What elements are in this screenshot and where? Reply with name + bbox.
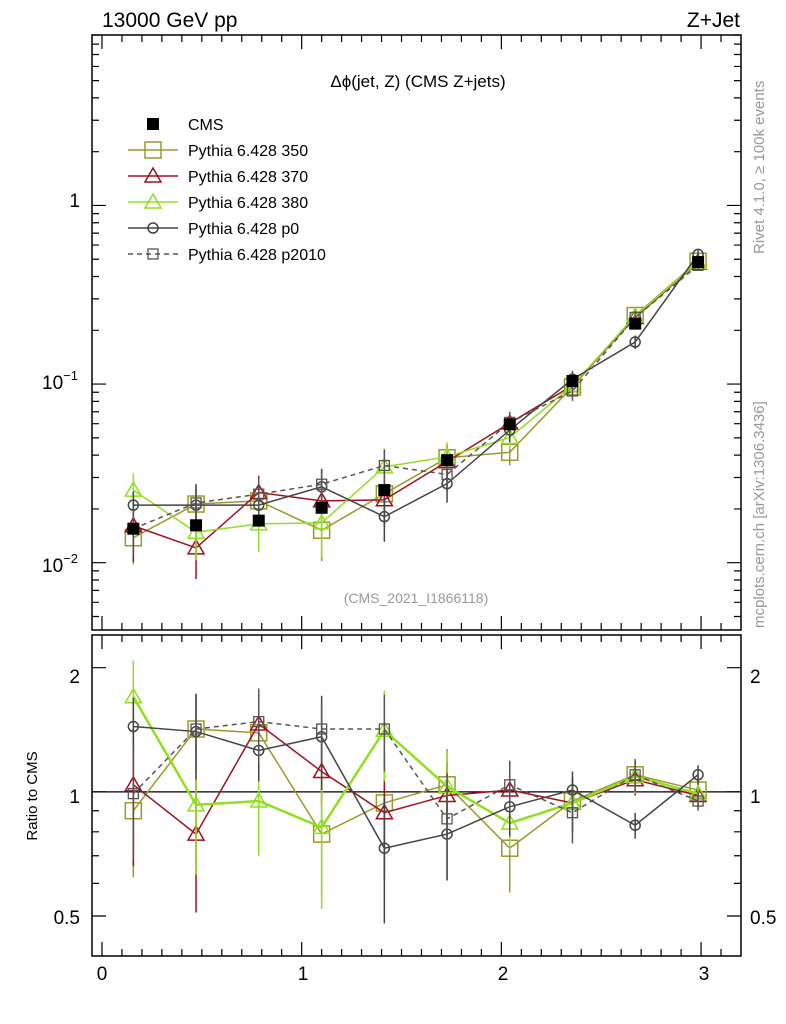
series-4-point-3 [315, 478, 328, 490]
ratio-plot-area [124, 660, 708, 924]
series-2-point-6 [500, 428, 520, 445]
cms-data-point-4 [378, 484, 391, 497]
tick-marks [92, 34, 741, 956]
ratio-2-point-2 [249, 791, 269, 808]
legend-label-350: Pythia 6.428 350 [188, 143, 308, 160]
y-tick-ratio-2-left: 2 [69, 667, 80, 688]
series-4-point-2 [253, 488, 265, 500]
ratio-2-point-1 [186, 795, 206, 812]
legend-label-380: Pythia 6.428 380 [188, 195, 308, 212]
ratio-ylabel: Ratio to CMS [24, 751, 41, 840]
ratio-3-point-9 [692, 769, 704, 781]
ratio-4-point-4 [378, 723, 390, 735]
y-tick-ratio-1-left: 1 [69, 787, 80, 808]
legend-label-p0: Pythia 6.428 p0 [188, 221, 299, 238]
series-line-2 [132, 261, 699, 534]
ratio-4-point-1 [190, 723, 202, 735]
ratio-4-point-7 [566, 807, 579, 819]
ratio-panel-frame [91, 634, 742, 957]
series-2-point-1 [186, 522, 206, 540]
series-4-point-5 [441, 468, 453, 481]
cms-data-point-9 [692, 256, 705, 269]
series-4-point-4 [378, 459, 390, 472]
cms-data-point-0 [127, 522, 140, 535]
legend-marks [128, 118, 178, 260]
ratio-3-point-4 [378, 842, 391, 854]
ratio-line-2 [132, 696, 699, 829]
ratio-4-point-3 [315, 723, 328, 735]
x-tick-1: 1 [298, 964, 309, 985]
legend-marker-3 [147, 222, 159, 234]
series-3-point-8 [629, 336, 641, 348]
header-left: 13000 GeV pp [102, 9, 237, 32]
legend-marker-cms [147, 118, 159, 130]
y-tick-ratio-0.5-left: 0.5 [54, 908, 80, 929]
plot-title: Δϕ(jet, Z) (CMS Z+jets) [330, 72, 505, 91]
y-tick-main-0.1: 10−1 [42, 368, 78, 394]
legend-label-370: Pythia 6.428 370 [188, 169, 308, 186]
cms-data-point-2 [252, 514, 265, 527]
ratio-2-point-3 [312, 817, 331, 835]
ratio-line-1 [132, 722, 699, 836]
ratio-3-point-8 [629, 819, 641, 831]
y-tick-ratio-2-right: 2 [750, 667, 761, 688]
y-tick-main-0.01: 10−2 [42, 551, 78, 577]
cms-data-point-8 [629, 317, 642, 330]
ratio-4-point-9 [692, 795, 704, 807]
legend-label-p2010: Pythia 6.428 p2010 [188, 247, 326, 264]
series-line-0 [132, 260, 699, 539]
cms-data-point-7 [566, 375, 579, 388]
series-4-point-1 [190, 497, 202, 509]
y-tick-ratio-1-right: 1 [750, 787, 761, 808]
ratio-4-point-8 [629, 769, 641, 781]
x-tick-2: 2 [498, 964, 509, 985]
main-panel-frame [91, 34, 742, 631]
ratio-line-4 [132, 720, 699, 820]
ratio-4-point-0 [127, 787, 139, 800]
cms-data-point-1 [190, 519, 203, 532]
series-line-3 [133, 253, 699, 518]
series-2-point-3 [312, 513, 331, 530]
main-plot-area [124, 248, 708, 580]
ratio-4-point-5 [441, 813, 453, 825]
x-tick-3: 3 [699, 964, 710, 985]
x-tick-0: 0 [97, 964, 108, 985]
analysis-watermark: (CMS_2021_I1866118) [344, 590, 489, 606]
ratio-4-point-2 [253, 715, 265, 728]
y-tick-ratio-0.5-right: 0.5 [750, 908, 776, 929]
legend-marker-4 [147, 248, 159, 260]
y-tick-main-1: 1 [69, 191, 80, 212]
ratio-line-0 [132, 728, 699, 850]
series-line-4 [133, 264, 699, 530]
mcplots-label: mcplots.cern.ch [arXiv:1306.3436] [751, 401, 768, 628]
rivet-version-label: Rivet 4.1.0, ≥ 100k events [751, 81, 768, 254]
cms-data-point-6 [503, 418, 516, 431]
axis-ticks [92, 34, 741, 956]
cms-data-point-3 [315, 501, 328, 514]
legend-marker-2 [143, 192, 163, 209]
legend-marker-1 [143, 166, 163, 183]
legend-marker-0 [144, 141, 162, 159]
ratio-3-point-0 [127, 720, 140, 733]
series-3-point-4 [378, 510, 391, 523]
legend-label-cms: CMS [188, 117, 224, 134]
ratio-line-3 [133, 725, 699, 850]
header-right: Z+Jet [687, 9, 740, 32]
ratio-4-point-6 [504, 779, 516, 791]
cms-data-point-5 [441, 454, 454, 467]
